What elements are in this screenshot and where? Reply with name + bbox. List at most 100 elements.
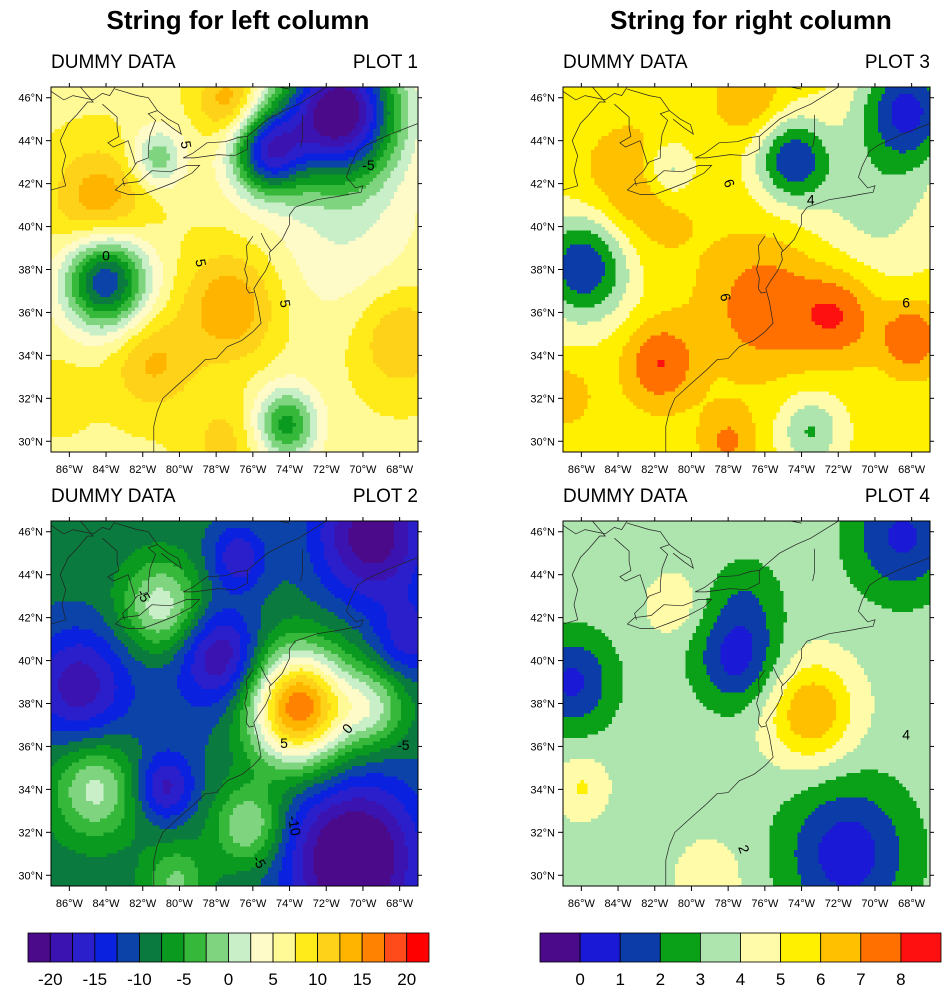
x-tick-label: 84°W xyxy=(605,898,633,910)
contour-label: 6 xyxy=(902,295,910,311)
x-tick-label: 82°W xyxy=(129,898,157,910)
y-tick-label: 46°N xyxy=(18,93,43,105)
colorbar-swatch xyxy=(659,932,701,963)
x-tick-label: 74°W xyxy=(788,898,816,910)
coastlines xyxy=(563,521,930,886)
panel-left-label: DUMMY DATA xyxy=(563,486,688,507)
x-tick-label: 76°W xyxy=(751,464,779,476)
filled-contour-field xyxy=(51,87,418,452)
y-tick-label: 42°N xyxy=(530,179,555,191)
colorbar-swatch xyxy=(579,932,621,963)
x-tick-label: 76°W xyxy=(239,464,267,476)
y-tick-label: 34°N xyxy=(18,784,43,796)
x-tick-label: 72°W xyxy=(313,464,341,476)
y-tick-label: 38°N xyxy=(530,265,555,277)
y-tick-label: 44°N xyxy=(18,570,43,582)
colorbar-label: 7 xyxy=(856,970,865,989)
contour-label: 5 xyxy=(178,140,195,151)
y-tick-label: 40°N xyxy=(18,656,43,668)
colorbar-left: -20 -15 -10 -5 0 5 10 15 20 xyxy=(27,932,430,989)
y-tick-label: 32°N xyxy=(18,827,43,839)
colorbar-swatch xyxy=(161,932,185,963)
colorbar-label: -5 xyxy=(176,970,191,989)
colorbar-label: 5 xyxy=(776,970,785,989)
panel-right-label: PLOT 3 xyxy=(865,52,930,73)
y-tick-label: 34°N xyxy=(18,350,43,362)
y-tick-label: 36°N xyxy=(530,741,555,753)
colorbar-swatch xyxy=(183,932,207,963)
colorbar-swatch xyxy=(384,932,408,963)
x-tick-label: 84°W xyxy=(93,898,121,910)
x-tick-label: 82°W xyxy=(129,464,157,476)
y-tick-label: 46°N xyxy=(530,527,555,539)
panel-right-label: PLOT 1 xyxy=(353,52,418,73)
colorbar-swatch xyxy=(138,932,163,963)
colorbar-label: -10 xyxy=(127,970,152,989)
colorbar-swatch xyxy=(27,932,51,963)
x-tick-label: 70°W xyxy=(349,464,377,476)
x-tick-label: 74°W xyxy=(276,898,304,910)
right-column-title: String for right column xyxy=(610,5,892,35)
y-tick-label: 42°N xyxy=(530,613,555,625)
colorbar-swatch xyxy=(250,932,274,963)
x-tick-label: 72°W xyxy=(825,464,853,476)
y-tick-label: 30°N xyxy=(530,870,555,882)
y-tick-label: 32°N xyxy=(530,827,555,839)
y-tick-label: 40°N xyxy=(530,222,555,234)
x-tick-label: 86°W xyxy=(56,898,84,910)
x-tick-label: 86°W xyxy=(568,464,596,476)
x-tick-label: 68°W xyxy=(898,464,926,476)
contour-label: 5 xyxy=(280,735,288,751)
x-tick-label: 68°W xyxy=(386,898,414,910)
colorbar-label: 2 xyxy=(656,970,665,989)
x-tick-label: 84°W xyxy=(93,464,121,476)
colorbar-label: 5 xyxy=(268,970,277,989)
contour-label: 0 xyxy=(102,247,110,263)
colorbar-swatch xyxy=(317,932,341,963)
x-tick-label: 76°W xyxy=(751,898,779,910)
contour-label: -10 xyxy=(285,814,304,837)
panel-right-label: PLOT 4 xyxy=(865,486,931,507)
x-tick-label: 74°W xyxy=(788,464,816,476)
panel-left-label: DUMMY DATA xyxy=(51,52,176,73)
contour-label: 6 xyxy=(717,292,734,303)
x-tick-label: 80°W xyxy=(166,464,194,476)
x-tick-label: 78°W xyxy=(203,464,231,476)
x-tick-label: 86°W xyxy=(568,898,596,910)
colorbar-swatch xyxy=(740,932,781,963)
y-tick-label: 38°N xyxy=(530,699,555,711)
filled-contour-field xyxy=(563,87,930,452)
y-tick-label: 36°N xyxy=(18,741,43,753)
colorbar-swatch xyxy=(820,932,862,963)
colorbar-swatch xyxy=(860,932,902,963)
colorbar-label: 10 xyxy=(308,970,327,989)
x-tick-label: 68°W xyxy=(386,464,414,476)
colorbar-label: 20 xyxy=(397,970,416,989)
panel-left-label: DUMMY DATA xyxy=(51,486,176,507)
y-tick-label: 46°N xyxy=(18,527,43,539)
y-tick-label: 42°N xyxy=(18,179,43,191)
colorbar-label: 15 xyxy=(353,970,372,989)
colorbar-swatch xyxy=(900,932,942,963)
x-tick-label: 74°W xyxy=(276,464,304,476)
colorbar-swatch xyxy=(700,932,741,963)
panel-plot1: DUMMY DATA PLOT 1 5 -5 0 5 5 86°W 84°W 82°W 80°W 78… xyxy=(18,52,422,476)
x-tick-label: 80°W xyxy=(678,464,706,476)
panel-right-label: PLOT 2 xyxy=(353,486,418,507)
x-tick-label: 72°W xyxy=(313,898,341,910)
colorbar-swatch xyxy=(619,932,661,963)
x-tick-label: 76°W xyxy=(239,898,267,910)
colorbar-label: 0 xyxy=(224,970,233,989)
x-tick-label: 84°W xyxy=(605,464,633,476)
x-tick-label: 80°W xyxy=(678,898,706,910)
colorbar-right: 0 1 2 3 4 5 6 7 8 xyxy=(539,932,942,989)
y-tick-label: 44°N xyxy=(18,136,43,148)
coastlines xyxy=(51,521,418,886)
x-tick-label: 78°W xyxy=(715,898,743,910)
colorbar-label: -15 xyxy=(83,970,108,989)
colorbar-swatch xyxy=(72,932,96,963)
colorbar-swatch xyxy=(406,932,430,963)
left-column-title: String for left column xyxy=(107,5,370,35)
x-tick-label: 86°W xyxy=(56,464,84,476)
